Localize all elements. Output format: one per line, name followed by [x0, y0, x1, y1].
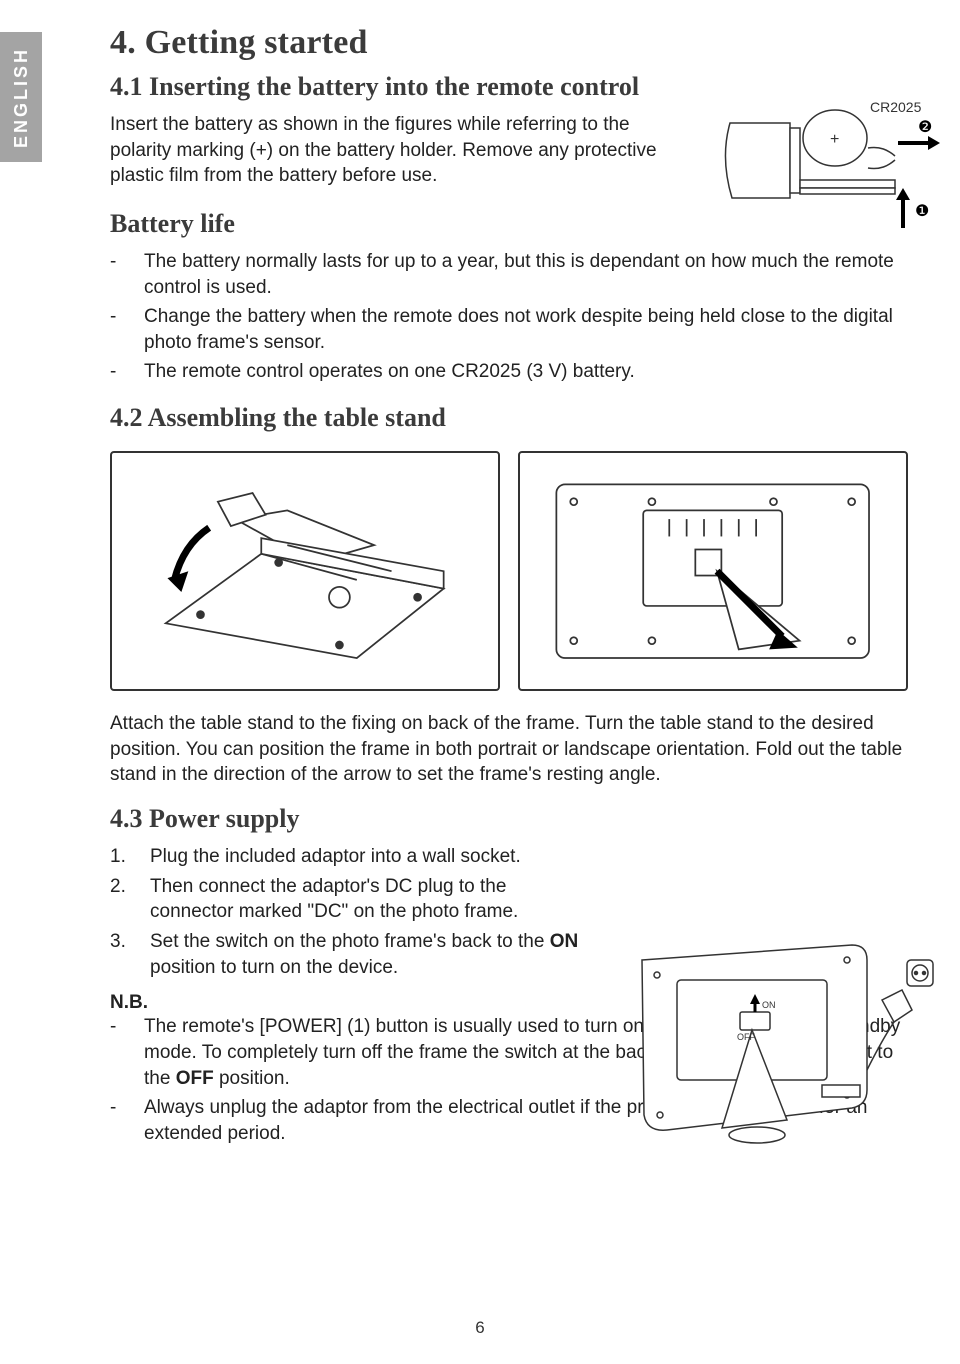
- num-marker: 1.: [110, 844, 136, 870]
- on-label: ON: [762, 1000, 776, 1010]
- list-text: Set the switch on the photo frame's back…: [150, 929, 590, 980]
- subsection-4-1-para: Insert the battery as shown in the figur…: [110, 112, 670, 189]
- figure-power-supply: ON OFF: [622, 930, 942, 1150]
- list-item: 1. Plug the included adaptor into a wall …: [110, 844, 590, 870]
- plus-icon: +: [830, 131, 839, 148]
- list-item: 3. Set the switch on the photo frame's ba…: [110, 929, 590, 980]
- dash-marker: -: [110, 304, 126, 355]
- dash-marker: -: [110, 359, 126, 385]
- section-title: 4. Getting started: [110, 24, 920, 62]
- off-word: OFF: [176, 1068, 214, 1089]
- language-tab-label: ENGLISH: [11, 46, 32, 147]
- nb-label: N.B.: [110, 992, 590, 1014]
- power-steps-list: 1. Plug the included adaptor into a wall …: [110, 844, 590, 980]
- on-word: ON: [550, 931, 579, 952]
- list-item: -The remote control operates on one CR20…: [110, 359, 920, 385]
- dash-marker: -: [110, 1014, 126, 1091]
- list-text: Then connect the adaptor's DC plug to th…: [150, 874, 590, 925]
- dash-marker: -: [110, 249, 126, 300]
- off-label: OFF: [737, 1032, 755, 1042]
- subsection-4-2-heading: 4.2 Assembling the table stand: [110, 403, 920, 433]
- list-item: 2. Then connect the adaptor's DC plug to …: [110, 874, 590, 925]
- manual-page: ENGLISH 4. Getting started 4.1 Inserting…: [0, 0, 960, 1364]
- subsection-4-2-para: Attach the table stand to the fixing on …: [110, 711, 910, 788]
- battery-insert-svg: CR2025 + ❷ ❶: [720, 98, 940, 238]
- list-text: The battery normally lasts for up to a y…: [144, 249, 920, 300]
- subsection-4-3-heading: 4.3 Power supply: [110, 804, 920, 834]
- marker-2-icon: ❷: [918, 119, 932, 136]
- page-number: 6: [0, 1318, 960, 1338]
- battery-model-label: CR2025: [870, 99, 922, 115]
- power-supply-text: 1. Plug the included adaptor into a wall …: [110, 844, 590, 1014]
- marker-1-icon: ❶: [915, 203, 929, 220]
- figure-battery-insert: CR2025 + ❷ ❶: [720, 98, 940, 238]
- figure-row-4-2: [110, 451, 920, 691]
- figure-frame-back: [518, 451, 908, 691]
- dash-marker: -: [110, 1095, 126, 1146]
- battery-life-list: -The battery normally lasts for up to a …: [110, 249, 920, 385]
- list-item: -Change the battery when the remote does…: [110, 304, 920, 355]
- list-text: Plug the included adaptor into a wall so…: [150, 844, 521, 870]
- frame-back-svg: [539, 465, 886, 677]
- num-marker: 3.: [110, 929, 136, 980]
- list-text: Change the battery when the remote does …: [144, 304, 920, 355]
- language-tab: ENGLISH: [0, 32, 42, 162]
- stand-attach-svg: [131, 465, 478, 677]
- num-marker: 2.: [110, 874, 136, 925]
- list-item: -The battery normally lasts for up to a …: [110, 249, 920, 300]
- list-text: The remote control operates on one CR202…: [144, 359, 635, 385]
- figure-stand-attach: [110, 451, 500, 691]
- power-supply-svg: ON OFF: [622, 930, 942, 1150]
